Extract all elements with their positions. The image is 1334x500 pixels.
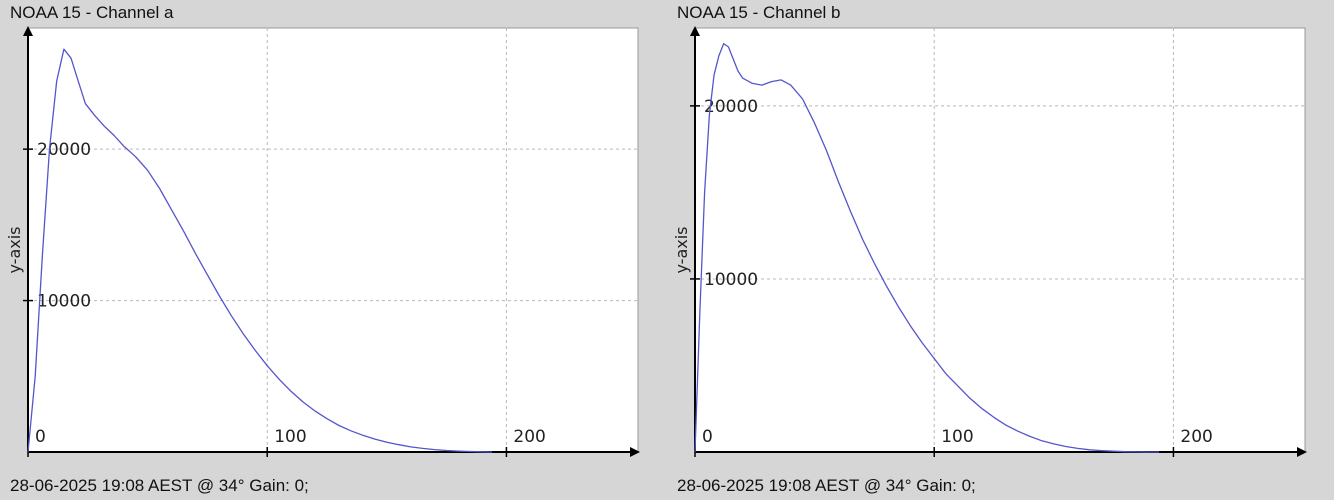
y-axis-label: y-axis	[5, 226, 24, 273]
series-line	[694, 42, 1160, 453]
plot-area	[694, 27, 1306, 453]
y-axis-label: y-axis	[672, 226, 691, 273]
y-tick-label: 20000	[704, 97, 758, 117]
chart-plot-a: 0 100 200 10000 20000 y-axis	[5, 26, 640, 457]
x-axis-arrow	[1297, 447, 1307, 457]
chart-footer: 28-06-2025 19:08 AEST @ 34° Gain: 0;	[10, 476, 309, 495]
x-tick-label: 100	[274, 427, 306, 447]
plot-area	[27, 27, 639, 453]
chart-panel-a: NOAA 15 - Channel a 0 100 200 10000 20000 y-a…	[0, 0, 640, 500]
x-tick-label: 0	[35, 427, 46, 447]
chart-footer: 28-06-2025 19:08 AEST @ 34° Gain: 0;	[677, 476, 976, 495]
series-line	[27, 48, 493, 453]
chart-plot-b: 0 100 200 10000 20000 y-axis	[672, 26, 1307, 457]
x-tick-label: 0	[702, 427, 713, 447]
x-tick-label: 200	[513, 427, 545, 447]
chart-panel-b: NOAA 15 - Channel b 0 100 200 10000 20000 y-a…	[667, 0, 1307, 500]
x-tick-label: 200	[1180, 427, 1212, 447]
y-tick-label: 10000	[704, 270, 758, 290]
chart-title: NOAA 15 - Channel b	[677, 3, 841, 22]
y-tick-label: 10000	[37, 292, 91, 312]
chart-title: NOAA 15 - Channel a	[10, 3, 174, 22]
x-tick-label: 100	[941, 427, 973, 447]
y-axis-arrow	[23, 26, 33, 36]
y-tick-label: 20000	[37, 140, 91, 160]
x-axis-arrow	[630, 447, 640, 457]
y-axis-arrow	[690, 26, 700, 36]
